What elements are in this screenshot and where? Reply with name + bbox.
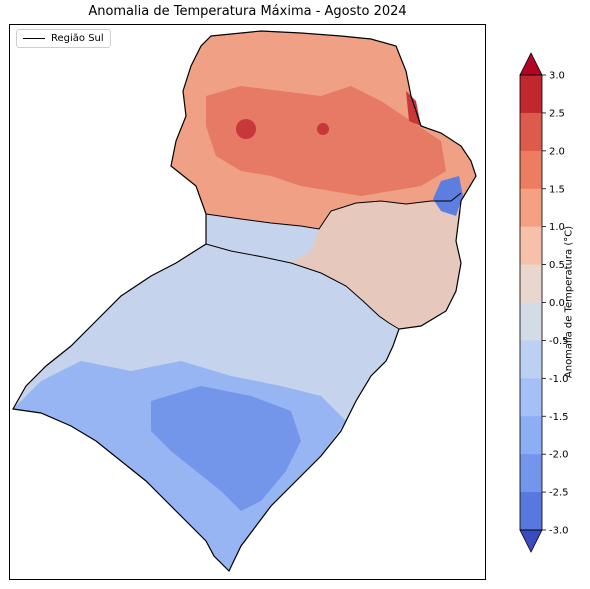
colorbar-label: Anomalia de Temperatura (°C) — [563, 225, 575, 379]
colorbar-tick-label: -1.0 — [549, 374, 569, 385]
state-border-sc-rs — [205, 243, 400, 330]
region-parana-east-hot — [406, 91, 421, 126]
map-legend: Região Sul — [16, 29, 111, 48]
colorbar-tick-label: -1.5 — [549, 412, 569, 423]
colorbar-tick-label: 2.5 — [549, 108, 565, 119]
region-parana-hotspot-2 — [317, 123, 329, 135]
colorbar-segment — [520, 226, 542, 266]
state-border-pr-sc — [205, 192, 462, 230]
colorbar-tick-label: 0.5 — [549, 260, 565, 271]
colorbar-segment — [520, 264, 542, 303]
region-sc-cool — [206, 214, 319, 263]
colorbar-tick-label: 2.0 — [549, 146, 565, 157]
colorbar: 3.0 2.5 2.0 1.5 1.0 0.5 0.0 -0.5 -1.0 -1.5 -2.0 -2.… — [519, 52, 569, 553]
colorbar-segment — [520, 492, 542, 531]
chart-title: Anomalia de Temperatura Máxima - Agosto … — [88, 4, 407, 19]
legend-line-swatch — [23, 38, 45, 39]
colorbar-tick-label: 1.0 — [549, 222, 565, 233]
legend-label: Região Sul — [51, 33, 104, 44]
colorbar-segment — [520, 188, 542, 228]
colorbar-segment — [520, 302, 542, 341]
colorbar-tick-label: -0.5 — [549, 336, 569, 347]
anomaly-map — [12, 30, 477, 573]
region-parana-hot — [206, 86, 446, 196]
colorbar-tick-label: 1.5 — [549, 184, 565, 195]
colorbar-tick-label: -2.5 — [549, 488, 569, 499]
colorbar-segment — [520, 340, 542, 379]
colorbar-tick-label: -2.0 — [549, 450, 569, 461]
colorbar-tick-label: 3.0 — [549, 71, 565, 82]
colorbar-extend-top — [519, 52, 543, 76]
colorbar-tick-label: 0.0 — [549, 298, 565, 309]
regiao-sul-outline — [12, 30, 477, 573]
colorbar-segment — [520, 75, 542, 114]
region-coast-cold — [433, 176, 463, 216]
colorbar-segment — [520, 150, 542, 190]
region-parana-hotspot — [236, 119, 256, 139]
colorbar-tick-label: -3.0 — [549, 526, 569, 537]
map-frame: Região Sul — [9, 24, 486, 580]
colorbar-segment — [520, 112, 542, 152]
region-rs-coldest — [151, 386, 301, 511]
colorbar-segment — [520, 416, 542, 455]
colorbar-segment — [520, 454, 542, 493]
colorbar-segment — [520, 378, 542, 417]
colorbar-extend-bottom — [519, 529, 543, 553]
